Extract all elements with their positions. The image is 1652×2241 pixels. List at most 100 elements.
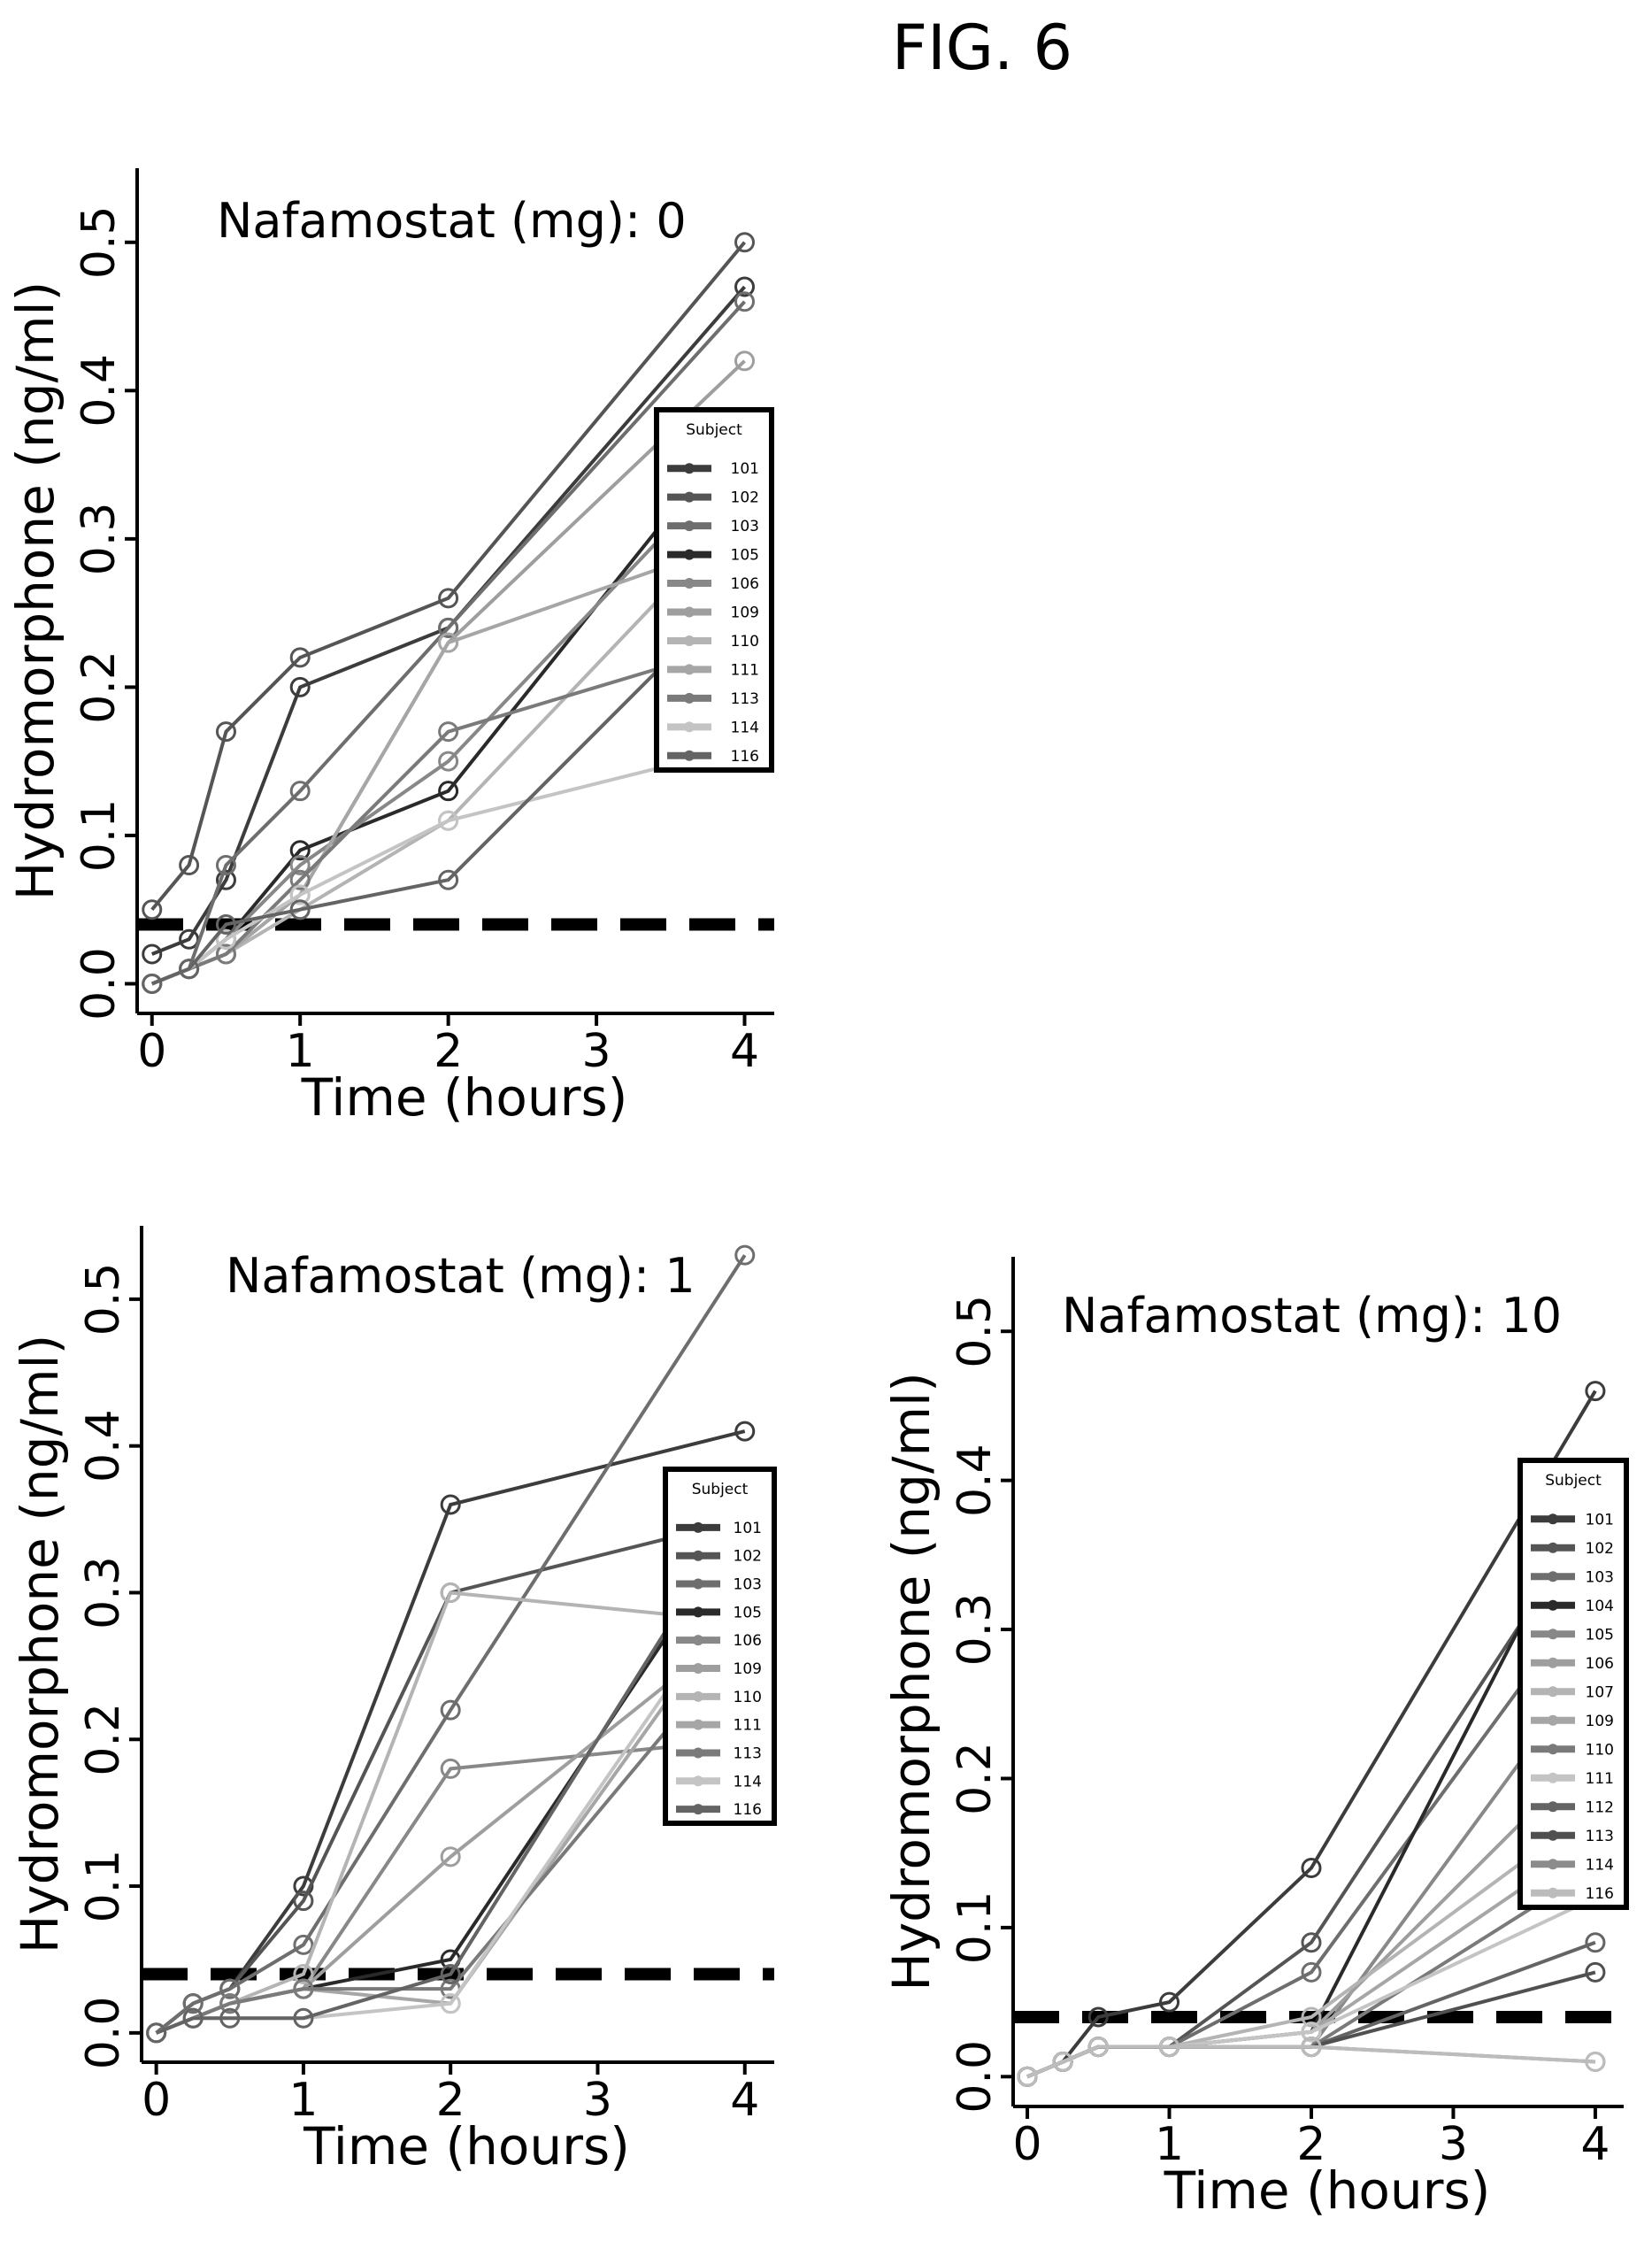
data-point	[179, 854, 200, 875]
data-point	[734, 276, 756, 297]
data-point	[142, 973, 163, 994]
data-point	[142, 899, 163, 920]
x-tick-label: 3	[583, 2074, 612, 2127]
legend-marker	[1548, 1513, 1558, 1525]
x-axis-label: Time (hours)	[1164, 2160, 1491, 2221]
legend-marker	[1548, 1714, 1558, 1726]
data-point	[438, 781, 459, 802]
legend-marker	[684, 750, 695, 761]
series-line-101	[155, 1429, 746, 2035]
data-point	[1052, 2051, 1073, 2072]
data-point	[440, 1699, 461, 1721]
x-tick-label: 1	[288, 2074, 318, 2127]
legend-marker	[693, 1804, 703, 1815]
legend-title: Subject	[1545, 1472, 1602, 1490]
legend-entry: 105	[1586, 1626, 1614, 1644]
x-tick-label: 2	[434, 1025, 463, 1078]
y-tick-label: 0.0	[77, 1996, 130, 2069]
x-axis-label: Time (hours)	[303, 2116, 630, 2176]
data-point	[1159, 2037, 1180, 2058]
data-point	[1585, 1932, 1606, 1953]
legend-entry: 104	[1586, 1598, 1614, 1615]
legend-entry: 101	[734, 1520, 762, 1537]
legend-entry: 107	[1586, 1683, 1614, 1701]
series-line-103	[1026, 1583, 1597, 2079]
data-point	[215, 943, 236, 965]
data-point	[438, 632, 459, 653]
series-line-116	[1026, 2045, 1596, 2079]
panel-title: Nafamostat (mg): 1	[226, 1248, 695, 1304]
series-line-106	[1026, 1747, 1597, 2079]
series-line-102	[1026, 1509, 1597, 2079]
legend-entry: 116	[1586, 1885, 1614, 1903]
data-point	[438, 588, 459, 609]
data-point	[1301, 2037, 1322, 2058]
y-tick-label: 0.3	[73, 503, 126, 576]
data-point	[215, 913, 236, 935]
legend-title: Subject	[692, 1481, 749, 1498]
legend-entry: 113	[1586, 1828, 1614, 1845]
data-point	[293, 1964, 314, 1985]
panel-title: Nafamostat (mg): 0	[217, 193, 687, 249]
y-tick-label: 0.1	[949, 1891, 1002, 1965]
figure-title: FIG. 6	[892, 12, 1072, 84]
legend-entry: 106	[734, 1632, 762, 1650]
legend-entry: 106	[1586, 1655, 1614, 1673]
legend-marker	[1548, 1571, 1558, 1583]
y-tick-label: 0.1	[77, 1850, 130, 1923]
y-tick-label: 0.3	[77, 1556, 130, 1629]
legend-entry: 110	[1586, 1741, 1614, 1759]
legend-entry: 111	[731, 661, 759, 679]
y-tick-label: 0.2	[73, 651, 126, 724]
data-point	[179, 959, 200, 980]
data-point	[1017, 2066, 1038, 2087]
x-tick-label: 0	[137, 1025, 166, 1078]
x-tick-label: 2	[1296, 2118, 1325, 2171]
legend-marker	[1548, 1859, 1558, 1870]
legend-marker	[693, 1606, 703, 1618]
series-line-116	[151, 581, 746, 986]
legend-marker	[693, 1550, 703, 1561]
y-tick-label: 0.0	[73, 947, 126, 1020]
data-point	[289, 884, 311, 905]
legend-marker	[684, 606, 695, 618]
legend-entry: 110	[734, 1689, 762, 1706]
data-point	[1585, 1961, 1606, 1983]
data-point	[1087, 2037, 1109, 2058]
legend-entry: 102	[734, 1548, 762, 1566]
data-point	[289, 647, 311, 668]
legend-entry: 109	[734, 1660, 762, 1678]
legend-marker	[684, 635, 695, 646]
x-tick-label: 4	[730, 2074, 759, 2127]
legend-entry: 103	[731, 518, 759, 535]
legend-marker	[1548, 1657, 1558, 1668]
legend-marker	[684, 463, 695, 474]
data-point	[215, 721, 236, 743]
y-tick-label: 0.1	[73, 799, 126, 873]
data-point	[1087, 2006, 1109, 2028]
data-point	[440, 1758, 461, 1779]
data-point	[440, 1993, 461, 2014]
data-point	[142, 943, 163, 965]
legend-entry: 101	[1586, 1511, 1614, 1529]
legend-marker	[1548, 1801, 1558, 1813]
legend-entry: 105	[731, 547, 759, 565]
data-point	[1585, 2051, 1606, 2072]
x-tick-label: 0	[142, 2074, 171, 2127]
data-point	[1301, 2022, 1322, 2043]
data-point	[734, 1244, 756, 1266]
data-point	[438, 751, 459, 772]
legend-marker	[1548, 1772, 1558, 1783]
legend-marker	[1548, 1887, 1558, 1898]
legend-marker	[1548, 1629, 1558, 1640]
series-line-113	[1026, 1970, 1596, 2079]
data-point	[293, 1934, 314, 1955]
data-point	[215, 854, 236, 875]
y-tick-label: 0.5	[949, 1295, 1002, 1368]
y-axis-label: Hydromorphone (ng/ml)	[5, 281, 65, 901]
data-point	[438, 617, 459, 638]
data-point	[146, 2022, 167, 2044]
chart-panel-0: 0.0 0.1 0.2 0.3 0.4 0.5 0 1 2 3 4 Time (hours) Hydro…	[5, 168, 774, 1128]
legend-entry: 106	[731, 575, 759, 593]
y-tick-label: 0.4	[77, 1409, 130, 1482]
